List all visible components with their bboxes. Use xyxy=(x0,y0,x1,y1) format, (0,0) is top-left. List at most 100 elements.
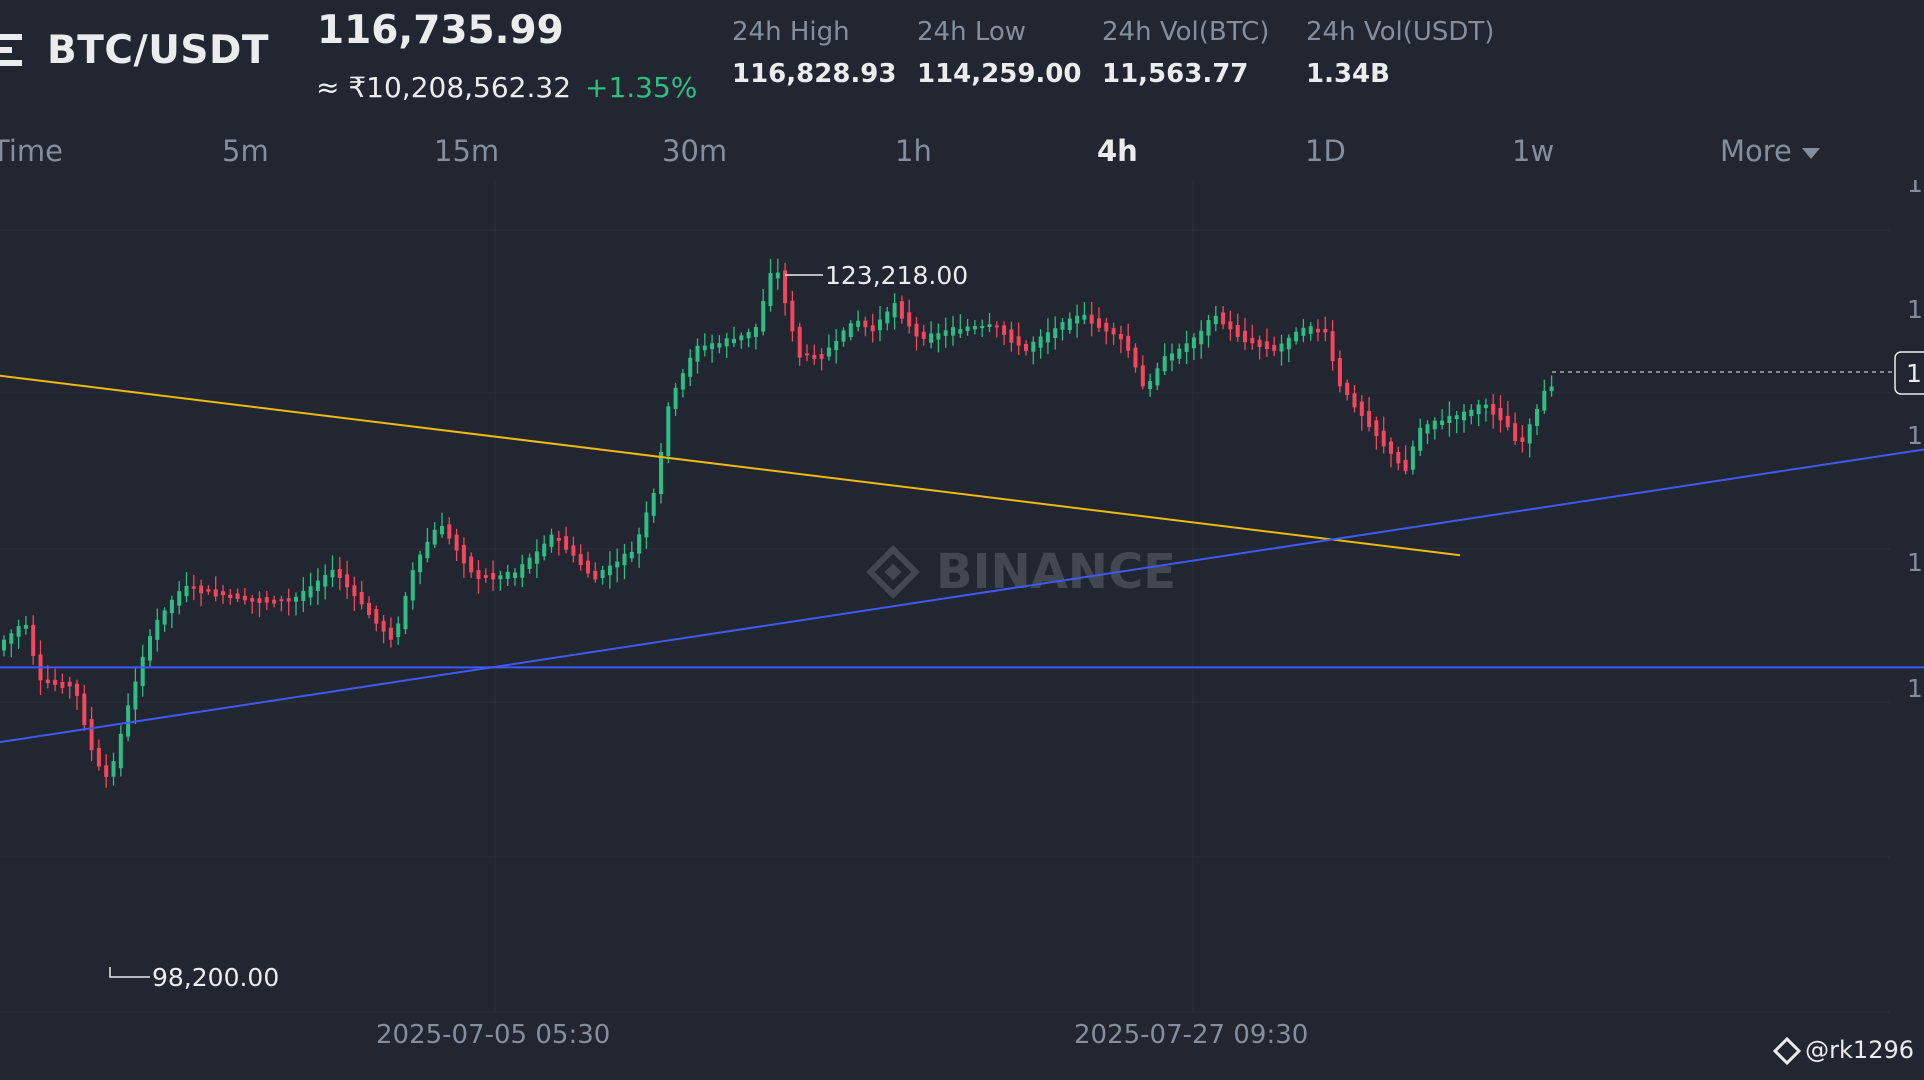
candle-body xyxy=(1513,423,1518,442)
x-axis-label: 2025-07-05 05:30 xyxy=(376,1020,611,1050)
price-axis: 1 1 1 1 1 xyxy=(1907,180,1923,703)
candle-body xyxy=(534,551,539,564)
candle-body xyxy=(841,330,846,342)
candle-body xyxy=(556,537,561,541)
candle-body xyxy=(1440,420,1445,425)
stat-value-24h-low: 114,259.00 xyxy=(917,59,1082,89)
candle-body xyxy=(607,565,612,576)
candle-body xyxy=(1140,365,1145,387)
candle-body xyxy=(1089,314,1094,324)
candle-body xyxy=(1535,408,1539,426)
candle-body xyxy=(1483,404,1488,409)
candle-body xyxy=(1016,336,1021,346)
candle-body xyxy=(637,534,642,554)
candle-body xyxy=(301,590,306,602)
tab-15m[interactable]: 15m xyxy=(434,134,500,168)
candle-body xyxy=(1118,333,1123,340)
binance-logo-icon-center xyxy=(884,563,902,581)
candle-body xyxy=(994,325,999,328)
stat-value-24h-vol-btc: 11,563.77 xyxy=(1102,59,1249,89)
candle-body xyxy=(826,347,831,357)
tab-5m[interactable]: 5m xyxy=(222,134,269,168)
candle-body xyxy=(1279,343,1284,352)
candle-body xyxy=(1045,332,1050,343)
candle-body xyxy=(717,343,722,348)
candle-body xyxy=(513,572,517,578)
candle-body xyxy=(1162,356,1167,372)
candle-body xyxy=(732,338,736,344)
candle-body xyxy=(629,551,634,559)
candle-body xyxy=(191,586,196,589)
candle-body xyxy=(155,619,160,640)
tab-30m[interactable]: 30m xyxy=(662,134,728,168)
candle-body xyxy=(1243,330,1247,343)
candle-body xyxy=(1359,401,1364,416)
tab-time[interactable]: Time xyxy=(0,134,63,168)
grid xyxy=(0,180,1890,1013)
candle-body xyxy=(1374,420,1379,437)
candle-body xyxy=(162,610,167,625)
candle-body xyxy=(863,320,868,328)
candle-body xyxy=(1301,327,1306,336)
candle-body xyxy=(1520,437,1525,442)
price-axis-label: 1 xyxy=(1907,295,1923,324)
binance-watermark: BINANCE xyxy=(866,544,1176,600)
more-label: More xyxy=(1720,134,1792,168)
candle-body xyxy=(914,323,919,337)
candle-body xyxy=(1308,326,1313,334)
author-watermark: @rk1296 xyxy=(1773,1036,1914,1066)
stat-label-24h-high: 24h High xyxy=(732,17,850,47)
candle-body xyxy=(286,598,291,602)
candle-body xyxy=(1403,459,1408,472)
candle-body xyxy=(235,593,240,599)
candle-body xyxy=(578,554,583,566)
candle-body xyxy=(805,353,809,356)
candle-body xyxy=(870,325,875,332)
candle-body xyxy=(797,326,802,358)
candle-body xyxy=(221,591,225,596)
candle-body xyxy=(1126,335,1131,351)
candle-body xyxy=(1549,386,1554,392)
candle-body xyxy=(571,545,576,556)
candle-body xyxy=(542,543,547,557)
more-dropdown[interactable]: More xyxy=(1720,134,1820,168)
tab-4h[interactable]: 4h xyxy=(1097,134,1138,168)
candle-body xyxy=(622,553,627,566)
candle-body xyxy=(461,545,466,564)
candle-body xyxy=(1505,415,1510,428)
candle-body xyxy=(45,679,50,684)
candle-body xyxy=(651,492,656,516)
tab-1w[interactable]: 1w xyxy=(1512,134,1555,168)
candle-body xyxy=(308,586,313,598)
candle-body xyxy=(177,591,182,606)
candle-body xyxy=(148,636,152,661)
author-handle: @rk1296 xyxy=(1805,1036,1914,1064)
candle-body xyxy=(1206,320,1211,336)
menu-icon[interactable] xyxy=(0,30,24,70)
candle-body xyxy=(425,541,430,559)
candle-body xyxy=(367,602,371,615)
tab-1d[interactable]: 1D xyxy=(1305,134,1346,168)
pair-name[interactable]: BTC/USDT xyxy=(47,28,269,73)
chevron-down-icon xyxy=(1801,147,1820,159)
candle-body xyxy=(1352,393,1357,408)
price-chart[interactable]: BINANCE 123,218.00 98,200.00 1 1 1 1 1 1 xyxy=(0,180,1924,1020)
candle-body xyxy=(53,679,58,685)
candle-body xyxy=(206,589,211,592)
candle-body xyxy=(1009,329,1014,343)
candle-body xyxy=(1060,322,1065,330)
candle-body xyxy=(965,326,970,332)
candle-body xyxy=(133,681,138,710)
candle-body xyxy=(330,569,335,578)
candle-body xyxy=(783,270,788,304)
candle-body xyxy=(1075,315,1080,324)
candle-body xyxy=(819,354,824,359)
candle-body xyxy=(388,627,393,640)
candle-body xyxy=(111,760,116,777)
tab-1h[interactable]: 1h xyxy=(895,134,932,168)
price-axis-label: 1 xyxy=(1907,674,1923,703)
candle-body xyxy=(936,333,941,340)
candle-body xyxy=(250,598,255,602)
candle-body xyxy=(1425,424,1430,434)
candle-body xyxy=(1345,382,1350,395)
